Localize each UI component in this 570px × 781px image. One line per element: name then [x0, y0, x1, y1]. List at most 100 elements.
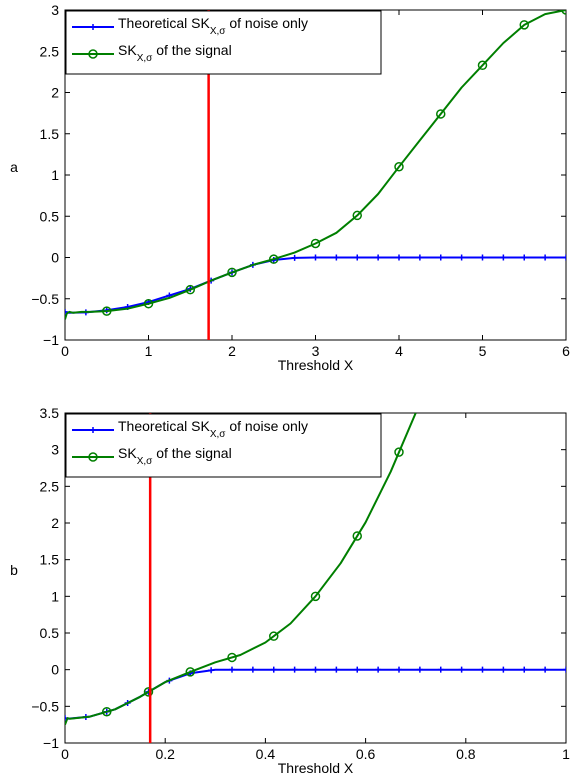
- data-point-signal: [352, 210, 362, 221]
- data-point-noise: [479, 254, 486, 261]
- x-tick-label: 3: [312, 343, 320, 359]
- data-point-noise: [270, 666, 277, 673]
- data-point-signal: [519, 20, 529, 30]
- legend-marker: [88, 49, 98, 59]
- data-point-noise: [354, 254, 361, 261]
- series-line-noise: [65, 256, 566, 314]
- y-tick-label: 3.5: [40, 405, 60, 421]
- data-point-noise: [500, 254, 507, 261]
- panel-label: b: [10, 562, 18, 578]
- x-tick-label: 0.6: [356, 746, 376, 762]
- data-point-noise: [229, 666, 235, 673]
- data-point-signal: [185, 667, 195, 677]
- data-point-signal: [310, 591, 321, 602]
- y-tick-label: 1: [51, 588, 59, 604]
- y-tick-label: 1: [51, 167, 59, 183]
- data-point-signal: [102, 306, 112, 316]
- legend-box: [65, 10, 382, 75]
- panel-label: a: [10, 159, 18, 175]
- data-point-noise: [542, 254, 549, 261]
- x-tick-label: 0: [61, 343, 69, 359]
- x-tick-label: 6: [562, 343, 570, 359]
- data-point-noise: [458, 666, 465, 673]
- legend-marker: [90, 24, 96, 30]
- data-point-signal: [394, 447, 404, 457]
- y-tick-label: 0.5: [40, 625, 60, 641]
- data-point-signal: [394, 162, 404, 172]
- data-point-noise: [354, 666, 361, 673]
- y-tick-label: 2.5: [40, 43, 60, 59]
- data-point-signal: [269, 631, 279, 641]
- x-tick-label: 0.4: [256, 746, 276, 762]
- data-point-noise: [563, 254, 566, 261]
- data-point-noise: [375, 666, 382, 673]
- legend-label: Theoretical SKX,σ of noise only: [118, 15, 308, 37]
- data-point-signal: [352, 531, 362, 541]
- data-point-noise: [312, 254, 319, 261]
- data-point-noise: [521, 666, 528, 673]
- data-point-signal: [436, 109, 446, 119]
- data-point-noise: [479, 666, 486, 673]
- data-point-noise: [542, 666, 549, 673]
- data-point-noise: [291, 254, 298, 261]
- x-axis-label: Threshold X: [278, 357, 354, 373]
- y-tick-label: −1: [43, 735, 59, 751]
- data-point-noise: [291, 666, 298, 673]
- series-line-noise: [65, 668, 566, 720]
- legend-label: SKX,σ of the signal: [118, 42, 232, 64]
- y-tick-label: 1.5: [40, 126, 60, 142]
- data-point-signal: [227, 652, 237, 663]
- data-point-noise: [65, 308, 68, 315]
- chart-panel-b: 0 0.2 0.4 0.6 0.8 1 −1 −0.5 0 0.5 1 1.5 2 2.5 3 3.5 Thre…: [10, 405, 570, 776]
- data-point-noise: [312, 666, 319, 673]
- data-point-noise: [500, 666, 507, 673]
- series-line-signal: [65, 413, 417, 726]
- data-point-noise: [333, 254, 340, 261]
- plot-frame: [64, 412, 567, 744]
- x-tick-label: 1: [562, 746, 570, 762]
- data-point-signal: [102, 706, 112, 717]
- data-point-noise: [458, 254, 465, 261]
- data-point-signal: [143, 298, 154, 309]
- x-tick-label: 5: [479, 343, 487, 359]
- x-axis-label: Threshold X: [278, 760, 354, 776]
- y-tick-label: 3: [51, 2, 59, 18]
- data-point-signal: [477, 60, 488, 71]
- y-tick-label: 2: [51, 515, 59, 531]
- legend-marker: [88, 452, 98, 462]
- x-tick-label: 1: [145, 343, 153, 359]
- data-point-noise: [396, 666, 402, 673]
- legend-box: [65, 413, 382, 478]
- data-point-noise: [208, 667, 215, 674]
- x-tick-label: 0.8: [456, 746, 476, 762]
- data-point-signal: [143, 687, 154, 697]
- y-tick-label: 2: [51, 85, 59, 101]
- data-point-noise: [333, 666, 340, 673]
- legend-marker: [90, 427, 96, 433]
- y-tick-label: −0.5: [31, 291, 59, 307]
- data-point-noise: [437, 666, 444, 673]
- data-point-noise: [416, 666, 423, 673]
- data-point-signal: [269, 254, 279, 264]
- x-tick-label: 4: [395, 343, 403, 359]
- data-point-signal: [185, 284, 195, 295]
- x-tick-label: 2: [228, 343, 236, 359]
- data-point-signal: [227, 267, 237, 278]
- data-point-noise: [563, 666, 566, 673]
- data-point-noise: [249, 666, 256, 673]
- x-tick-label: 0.2: [155, 746, 175, 762]
- data-point-noise: [437, 254, 444, 261]
- x-tick-label: 0: [61, 746, 69, 762]
- y-tick-label: 3: [51, 442, 59, 458]
- legend: Theoretical SKX,σ of noise only SKX,σ of …: [65, 10, 382, 75]
- legend-label: Theoretical SKX,σ of noise only: [118, 418, 308, 440]
- y-tick-label: −0.5: [31, 698, 59, 714]
- data-point-signal: [310, 238, 321, 249]
- legend-label: SKX,σ of the signal: [118, 445, 232, 467]
- y-tick-label: 1.5: [40, 552, 60, 568]
- y-tick-label: −1: [43, 332, 59, 348]
- data-point-noise: [396, 254, 402, 261]
- y-tick-label: 0: [51, 662, 59, 678]
